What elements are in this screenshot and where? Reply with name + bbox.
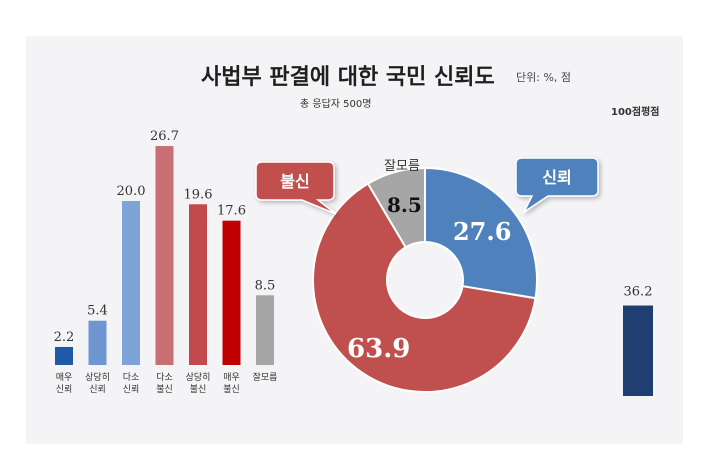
- category-label: 신뢰: [89, 384, 106, 395]
- category-label: 다소: [156, 372, 173, 383]
- category-label: 불신: [190, 384, 207, 395]
- trust-callout-label: 신뢰: [542, 168, 571, 187]
- trust-donut-chart: 27.6 63.9 8.5: [312, 166, 538, 393]
- donut-slice-2: [312, 182, 537, 393]
- unknown-label: 잘모름: [384, 159, 420, 174]
- bar-2: [88, 320, 107, 365]
- distrust-callout: [255, 161, 337, 215]
- category-label: 잘모름: [253, 371, 278, 383]
- bar-5: [189, 204, 207, 365]
- bar-value-label: 5.4: [87, 304, 108, 319]
- distrust-callout-label: 불신: [280, 172, 309, 191]
- bar-value-label: 19.6: [184, 187, 213, 202]
- rating-value-label: 36.2: [624, 285, 653, 300]
- category-label: 상당히: [186, 372, 211, 383]
- unit-note: 단위: %, 점: [516, 71, 571, 84]
- bar-value-label: 20.0: [117, 184, 146, 199]
- rating-title: 100점평점: [611, 105, 659, 118]
- donut-slice-3: [366, 166, 426, 249]
- category-label: 신뢰: [123, 384, 140, 395]
- donut-value-label: 27.6: [453, 217, 511, 246]
- distribution-bar-chart: 2.2매우신뢰5.4상당히신뢰20.0다소신뢰26.7다소불신19.6상당히불신…: [54, 129, 278, 395]
- bar-7: [256, 295, 274, 365]
- bar-4: [155, 146, 174, 365]
- bar-value-label: 8.5: [255, 278, 276, 293]
- category-label: 신뢰: [56, 384, 73, 395]
- rating-bar-chart: 36.2: [623, 285, 653, 396]
- bar-3: [122, 201, 140, 365]
- category-label: 다소: [123, 372, 140, 383]
- donut-slice-1: [424, 166, 538, 300]
- bar-value-label: 26.7: [150, 129, 179, 144]
- donut-value-label: 8.5: [387, 193, 422, 217]
- category-label: 매우: [56, 372, 73, 383]
- category-label: 불신: [156, 384, 173, 395]
- bar-value-label: 17.6: [217, 204, 246, 219]
- bar-value-label: 2.2: [54, 330, 75, 345]
- rating-bar: [623, 305, 653, 396]
- category-label: 불신: [223, 384, 240, 395]
- chart-title: 사법부 판결에 대한 국민 신뢰도: [201, 65, 495, 90]
- category-label: 매우: [223, 372, 240, 383]
- donut-value-label: 63.9: [347, 334, 410, 364]
- respondents-note: 총 응답자 500명: [300, 98, 371, 110]
- category-label: 상당히: [85, 372, 110, 383]
- bar-1: [55, 346, 73, 365]
- bar-6: [222, 220, 241, 365]
- trust-callout: [515, 157, 599, 215]
